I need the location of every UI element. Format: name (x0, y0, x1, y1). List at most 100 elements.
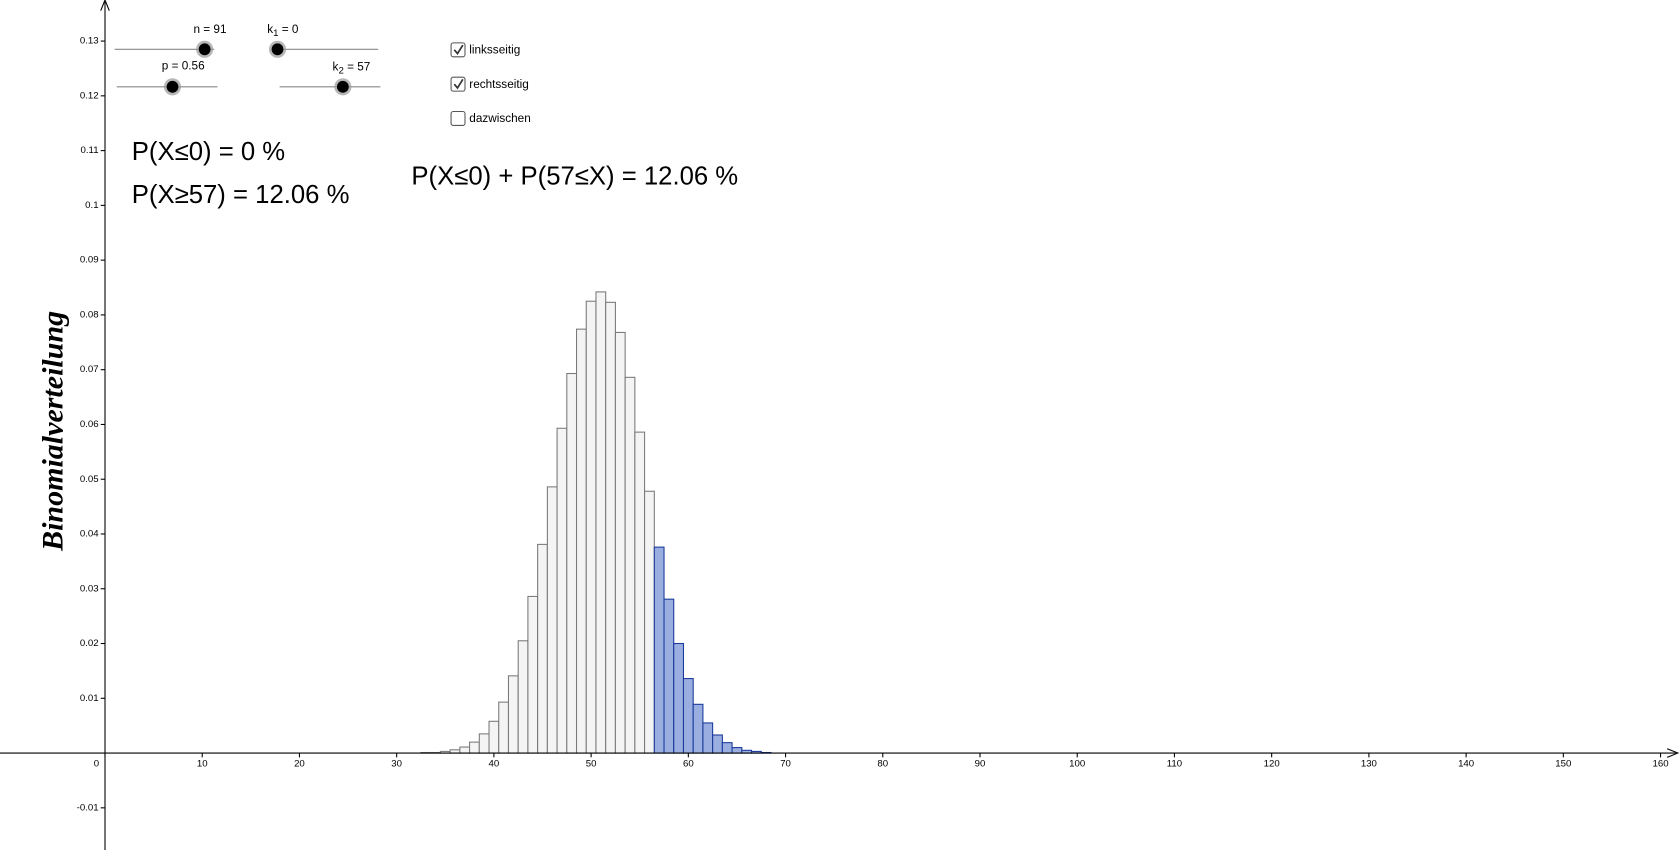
slider-knob[interactable] (198, 43, 211, 56)
y-tick-label: 0.02 (80, 638, 99, 649)
slider-knob[interactable] (336, 80, 349, 93)
y-tick-label: 0.05 (80, 474, 99, 485)
bar (556, 427, 568, 754)
y-tick-label: 0.1 (85, 200, 98, 211)
bar (537, 543, 548, 754)
x-tick-label: 40 (489, 758, 500, 769)
y-axis-label: Binomialverteilung (37, 311, 70, 552)
bar (614, 331, 626, 754)
y-tick-label: 0.04 (80, 529, 99, 540)
bar (478, 733, 490, 754)
y-tick-label: 0.08 (80, 309, 99, 320)
bar (644, 490, 655, 754)
slider-subscript: 1 (273, 28, 278, 39)
slider[interactable]: k2 = 57 (279, 61, 381, 96)
slider-label: n = 91 (193, 23, 226, 36)
bar (527, 595, 539, 754)
slider-value: = 0 (279, 23, 299, 36)
checkmark (453, 78, 464, 90)
bar (469, 741, 480, 754)
x-tick-label: 130 (1361, 758, 1377, 769)
y-tick-label: 0.11 (81, 145, 99, 156)
slider-label: p = 0.56 (162, 60, 205, 73)
bar (702, 722, 714, 754)
bar (624, 376, 636, 754)
bar (634, 431, 646, 754)
slider-name: k (333, 61, 339, 74)
x-tick-label: 100 (1069, 758, 1085, 769)
x-tick-label: 30 (391, 758, 402, 769)
x-tick-label: 160 (1653, 758, 1669, 769)
slider[interactable]: p = 0.56 (116, 60, 218, 96)
bar (517, 640, 529, 754)
y-axis-arrow (100, 0, 110, 11)
bar (575, 328, 587, 754)
slider-value: = 57 (344, 61, 370, 74)
x-tick-label: 10 (197, 758, 208, 769)
slider-value: = 0.56 (168, 60, 205, 73)
checkbox[interactable]: rechtsseitig (450, 76, 529, 92)
bar (653, 546, 665, 754)
checkbox-label[interactable]: dazwischen (469, 112, 530, 125)
right-probability: P(X≥57) = 12.06 % (132, 181, 350, 209)
bar (673, 642, 685, 754)
slider[interactable]: k1 = 0 (267, 23, 379, 58)
slider-subscript: 2 (338, 65, 343, 76)
checkbox-box[interactable] (450, 76, 466, 92)
slider-knob[interactable] (166, 80, 179, 93)
checkbox-label[interactable]: rechtsseitig (469, 78, 529, 91)
x-tick-label: 120 (1264, 758, 1280, 769)
x-tick-label: 20 (294, 758, 305, 769)
bar (566, 372, 578, 754)
bar (585, 300, 597, 754)
y-tick-label: 0.09 (80, 255, 99, 266)
bar (595, 291, 607, 754)
y-tick-label: 0.07 (80, 364, 99, 375)
slider-label: k2 = 57 (333, 61, 371, 77)
bar (546, 486, 558, 754)
x-tick-label: 50 (586, 758, 597, 769)
checkbox-label[interactable]: linksseitig (469, 43, 520, 56)
x-tick-label: 90 (975, 758, 986, 769)
x-tick-label: 80 (877, 758, 888, 769)
bar (459, 746, 471, 754)
checkbox[interactable]: dazwischen (450, 110, 531, 126)
checkbox-box[interactable] (450, 42, 466, 58)
checkmark (453, 44, 464, 56)
bar (605, 301, 616, 754)
total-probability: P(X≤0) + P(57≤X) = 12.06 % (411, 163, 738, 191)
x-tick-label: 60 (683, 758, 694, 769)
left-probability: P(X≤0) = 0 % (132, 138, 285, 166)
slider-name: k (267, 23, 273, 36)
x-tick-label: 70 (780, 758, 791, 769)
bar (731, 747, 743, 754)
bar (712, 734, 723, 754)
x-tick-label: 150 (1555, 758, 1571, 769)
bar (507, 675, 519, 754)
bar (692, 703, 704, 754)
bar (663, 598, 675, 754)
slider[interactable]: n = 91 (114, 23, 227, 58)
slider-label: k1 = 0 (267, 23, 299, 39)
bar (682, 678, 694, 754)
y-tick-label: 0.03 (80, 583, 99, 594)
checkbox-box[interactable] (450, 110, 466, 126)
x-tick-label: 110 (1167, 758, 1182, 769)
slider-value: = 91 (200, 23, 226, 36)
checkbox[interactable]: linksseitig (450, 42, 520, 58)
x-tick-label: 0 (94, 758, 99, 769)
slider-name: p (162, 60, 169, 73)
y-tick-label: 0.06 (80, 419, 99, 430)
y-tick-label: 0.13 (80, 36, 99, 47)
slider-name: n (193, 23, 200, 36)
bar (488, 720, 500, 754)
x-tick-label: 140 (1458, 758, 1474, 769)
y-tick-label: 0.12 (80, 90, 99, 101)
x-axis-arrow (1666, 748, 1680, 758)
bar (498, 701, 510, 754)
y-tick-label: -0.01 (77, 802, 99, 813)
slider-knob[interactable] (271, 43, 284, 56)
